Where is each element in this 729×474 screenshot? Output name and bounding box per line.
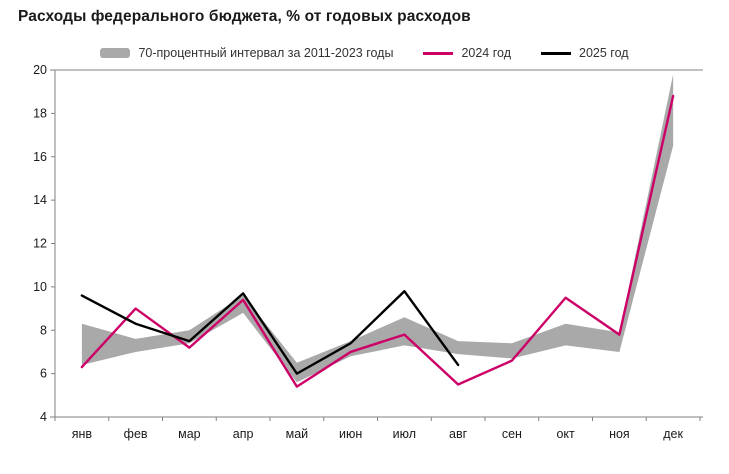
legend-band-label: 70-процентный интервал за 2011-2023 годы — [138, 46, 394, 60]
series-line-2024 — [80, 94, 675, 388]
x-tick-label: июн — [339, 427, 362, 441]
y-tick-label: 4 — [40, 410, 47, 424]
x-tick-label: май — [286, 427, 309, 441]
series-line-2025 — [80, 290, 460, 375]
legend-item-2025: 2025 год — [541, 46, 629, 60]
x-tick-label: сен — [502, 427, 522, 441]
legend-item-2024: 2024 год — [423, 46, 511, 60]
y-tick-label: 18 — [33, 106, 47, 120]
x-tick-label: ноя — [609, 427, 630, 441]
line-2025-swatch-icon — [541, 51, 571, 55]
y-tick-label: 10 — [33, 280, 47, 294]
chart-legend: 70-процентный интервал за 2011-2023 годы… — [0, 46, 729, 60]
x-tick-label: янв — [72, 427, 93, 441]
y-tick-label: 12 — [33, 237, 47, 251]
x-tick-label: мар — [178, 427, 201, 441]
y-tick-label: 8 — [40, 323, 47, 337]
x-tick-label: фев — [124, 427, 148, 441]
line-2024-swatch-icon — [423, 51, 454, 55]
legend-item-band: 70-процентный интервал за 2011-2023 годы — [100, 46, 393, 60]
y-tick-label: 14 — [33, 193, 47, 207]
x-tick-label: дек — [663, 427, 683, 441]
legend-2025-label: 2025 год — [579, 46, 629, 60]
band-swatch-icon — [100, 48, 131, 58]
x-tick-label: окт — [556, 427, 575, 441]
legend-2024-label: 2024 год — [461, 46, 511, 60]
x-tick-label: авг — [449, 427, 468, 441]
x-tick-label: июл — [393, 427, 416, 441]
chart-title: Расходы федерального бюджета, % от годов… — [18, 8, 471, 25]
x-tick-label: апр — [233, 427, 254, 441]
y-tick-label: 20 — [33, 63, 47, 77]
y-tick-label: 6 — [40, 367, 47, 381]
y-tick-label: 16 — [33, 150, 47, 164]
